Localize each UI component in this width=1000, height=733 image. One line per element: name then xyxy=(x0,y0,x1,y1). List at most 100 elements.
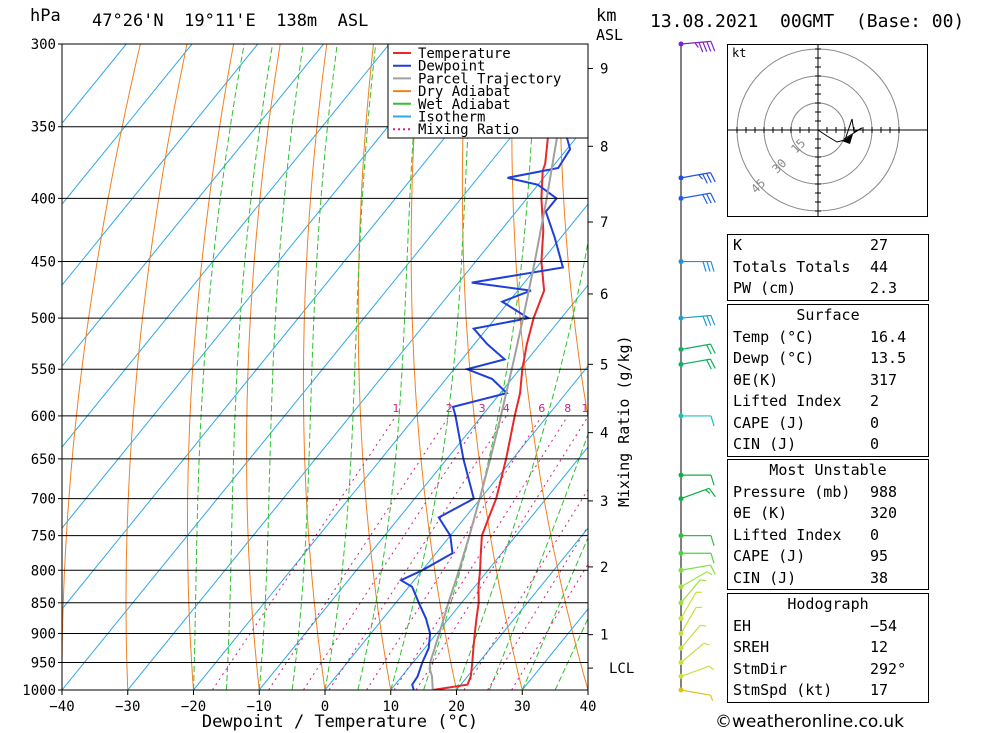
x-tick-label: −40 xyxy=(49,699,74,715)
legend-entry: Dry Adiabat xyxy=(418,84,511,100)
row-value: 2.3 xyxy=(870,279,898,297)
wind-barb-flag xyxy=(698,42,704,53)
km-tick-label: 3 xyxy=(600,494,608,510)
table-row: Dewp (°C) 13.5 xyxy=(728,348,928,370)
wind-barb-flag xyxy=(703,642,710,646)
row-value: 12 xyxy=(870,638,889,656)
wind-barb-shaft xyxy=(680,172,711,179)
table-row: θE(K) 317 xyxy=(728,370,928,392)
wind-barb xyxy=(678,533,715,546)
pressure-tick-label: 300 xyxy=(31,37,56,53)
wet-adiabat-line xyxy=(554,617,588,690)
wind-barb-flag xyxy=(710,192,716,203)
isotherm-line xyxy=(62,44,390,448)
wind-barb-flag xyxy=(709,694,714,701)
dry-adiabat-line xyxy=(461,44,523,690)
wind-barb-shaft xyxy=(680,665,710,677)
row-label: StmDir xyxy=(733,659,788,678)
pressure-tick-label: 500 xyxy=(31,311,56,327)
row-value: 292° xyxy=(870,659,907,678)
wind-barb-flag xyxy=(702,41,708,53)
mixing-ratio-line xyxy=(268,415,450,690)
wind-barb-flag xyxy=(706,173,712,183)
wet-adiabat-line xyxy=(488,432,588,690)
row-value: 2 xyxy=(870,392,880,410)
row-label: CIN (J) xyxy=(733,568,797,587)
wind-barb xyxy=(678,624,707,651)
dry-adiabat-line xyxy=(187,44,235,690)
km-tick-label: 6 xyxy=(600,287,608,303)
mixing-ratio-line xyxy=(463,488,588,690)
isotherm-line xyxy=(193,203,588,690)
row-value: 95 xyxy=(870,547,889,565)
wind-barb xyxy=(678,550,715,564)
row-label: CAPE (J) xyxy=(733,413,806,432)
legend-entry: Temperature xyxy=(418,46,511,62)
wind-barb-flag xyxy=(708,488,716,498)
row-label: K xyxy=(733,236,743,254)
mixing-ratio-line xyxy=(302,415,483,690)
copyright[interactable]: ©weatheronline.co.uk xyxy=(715,712,905,732)
isotherm-line xyxy=(324,365,588,690)
wind-barb-flag xyxy=(702,315,708,327)
wind-barb xyxy=(678,591,702,621)
most-unstable-table: Most Unstable Pressure (mb) 988 θE (K) 320 L… xyxy=(727,459,929,590)
wet-adiabat-line xyxy=(324,44,377,690)
table-row: θE (K) 320 xyxy=(728,503,928,525)
km-tick-label: 5 xyxy=(600,357,608,373)
wind-barb-shaft xyxy=(680,592,697,619)
row-value: 0 xyxy=(870,525,880,544)
wind-barb-flag xyxy=(710,343,716,354)
row-label: Pressure (mb) xyxy=(733,482,851,501)
km-tick-label: 7 xyxy=(600,215,608,231)
wind-barb-shaft xyxy=(680,314,711,319)
row-label: Temp (°C) xyxy=(733,327,815,346)
wind-barb-flag xyxy=(710,553,715,564)
mixing-ratio-line xyxy=(328,415,507,690)
dry-adiabat-line xyxy=(246,44,281,690)
wind-barb-shaft xyxy=(680,192,711,199)
pressure-tick-label: 1000 xyxy=(22,683,56,699)
wind-barb-shaft xyxy=(680,642,705,663)
legend-entry: Mixing Ratio xyxy=(418,122,519,138)
isotherm-line xyxy=(62,44,193,205)
wind-barb-shaft xyxy=(680,487,710,500)
wind-barb-flag xyxy=(710,474,715,486)
wind-barb xyxy=(678,579,707,606)
isotherm-line xyxy=(456,527,588,690)
row-label: CIN (J) xyxy=(733,435,797,453)
wind-barb-flag xyxy=(702,194,708,205)
wet-adiabat-line xyxy=(193,44,245,690)
row-label: θE (K) xyxy=(733,504,788,522)
legend-box xyxy=(387,43,589,139)
table-row: Lifted Index 0 xyxy=(728,525,928,547)
table-row: Totals Totals 44 xyxy=(728,257,928,279)
datetime-header: 13.08.2021 00GMT (Base: 00) xyxy=(650,11,965,32)
row-label: Lifted Index xyxy=(733,525,842,544)
isotherm-line xyxy=(62,44,456,529)
table-row: K 27 xyxy=(728,235,928,257)
dry-adiabat-line xyxy=(559,44,588,421)
wind-barb-flag xyxy=(700,624,707,627)
asl-label: ASL xyxy=(596,26,624,44)
mixing-ratio-label: 3 xyxy=(479,402,486,415)
pressure-tick-label: 400 xyxy=(31,191,56,207)
row-value: 320 xyxy=(870,504,898,522)
mixing-ratio-axis-label: Mixing Ratio (g/kg) xyxy=(615,335,633,507)
hodograph-params-title: Hodograph xyxy=(787,595,869,613)
row-label: Dewp (°C) xyxy=(733,349,815,367)
pressure-tick-label: 550 xyxy=(31,362,56,378)
surface-title: Surface xyxy=(796,306,860,324)
row-value: 27 xyxy=(870,236,889,254)
row-label: SREH xyxy=(733,638,770,656)
hodograph-params-table: Hodograph EH −54 SREH 12 StmDir 292° StmSpd (k… xyxy=(727,593,929,703)
x-tick-label: −30 xyxy=(115,699,140,715)
dry-adiabat-line xyxy=(410,44,457,690)
wind-barb xyxy=(678,564,716,575)
x-axis-label: Dewpoint / Temperature (°C) xyxy=(202,712,478,732)
x-tick-label: 30 xyxy=(514,699,531,715)
dry-adiabat-line xyxy=(125,44,188,690)
wind-barb-shaft xyxy=(680,564,711,571)
dry-adiabat-line xyxy=(302,44,328,690)
